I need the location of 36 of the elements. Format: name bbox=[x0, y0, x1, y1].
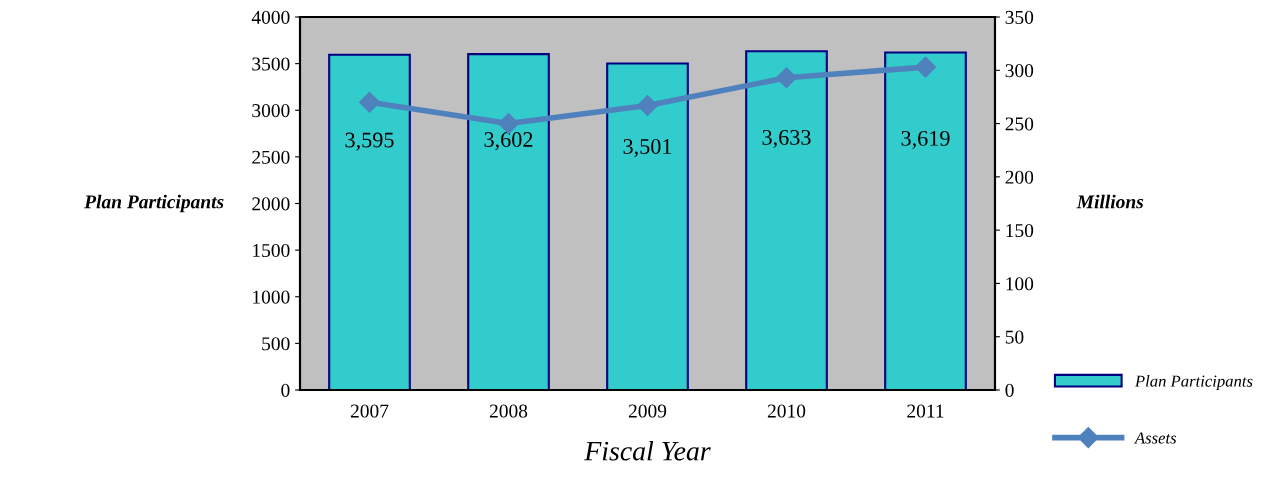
y-tick-label: 3500 bbox=[252, 57, 290, 71]
data-label: 3,595 bbox=[345, 132, 394, 151]
y2-tick-label: 250 bbox=[1005, 117, 1034, 131]
x-tick-label: 2009 bbox=[628, 404, 667, 418]
x-tick-label: 2008 bbox=[489, 404, 528, 418]
data-label: 3,602 bbox=[484, 132, 533, 151]
x-tick-label: 2010 bbox=[767, 404, 806, 418]
y2-tick-label: 50 bbox=[1005, 330, 1024, 344]
data-label: 3,633 bbox=[762, 129, 811, 149]
y-axis-title: Plan Participants bbox=[84, 194, 224, 213]
legend-label: Assets bbox=[1134, 432, 1177, 444]
y-tick-label: 1500 bbox=[253, 243, 290, 258]
y2-tick-label: 100 bbox=[1006, 277, 1034, 291]
x-tick-label: 2007 bbox=[350, 404, 389, 418]
y-tick-label: 4000 bbox=[251, 10, 290, 24]
point bbox=[914, 56, 937, 78]
y2-axis-title: Millions bbox=[1076, 194, 1144, 209]
y2-tick-label: 300 bbox=[1005, 64, 1034, 78]
point bbox=[358, 91, 381, 113]
y-tick-label: 3000 bbox=[252, 104, 290, 118]
point bbox=[636, 94, 659, 116]
y2-tick-label: 0 bbox=[1005, 383, 1014, 397]
y2-tick-label: 350 bbox=[1005, 10, 1034, 24]
y-tick-label: 0 bbox=[281, 383, 290, 397]
y2-tick-label: 150 bbox=[1006, 223, 1034, 238]
legend-label: Plan Participants bbox=[1134, 375, 1253, 391]
y2-tick-label: 200 bbox=[1005, 170, 1034, 184]
data-label: 3,619 bbox=[901, 130, 950, 150]
y-tick-label: 2000 bbox=[252, 197, 290, 211]
x-axis-title: Fiscal Year bbox=[584, 440, 711, 461]
y-tick-label: 500 bbox=[262, 337, 290, 351]
y-tick-label: 1000 bbox=[253, 290, 290, 304]
point bbox=[775, 67, 798, 89]
x-tick-label: 2011 bbox=[907, 404, 944, 418]
y-tick-label: 2500 bbox=[252, 150, 290, 164]
data-label: 3,501 bbox=[623, 138, 672, 158]
